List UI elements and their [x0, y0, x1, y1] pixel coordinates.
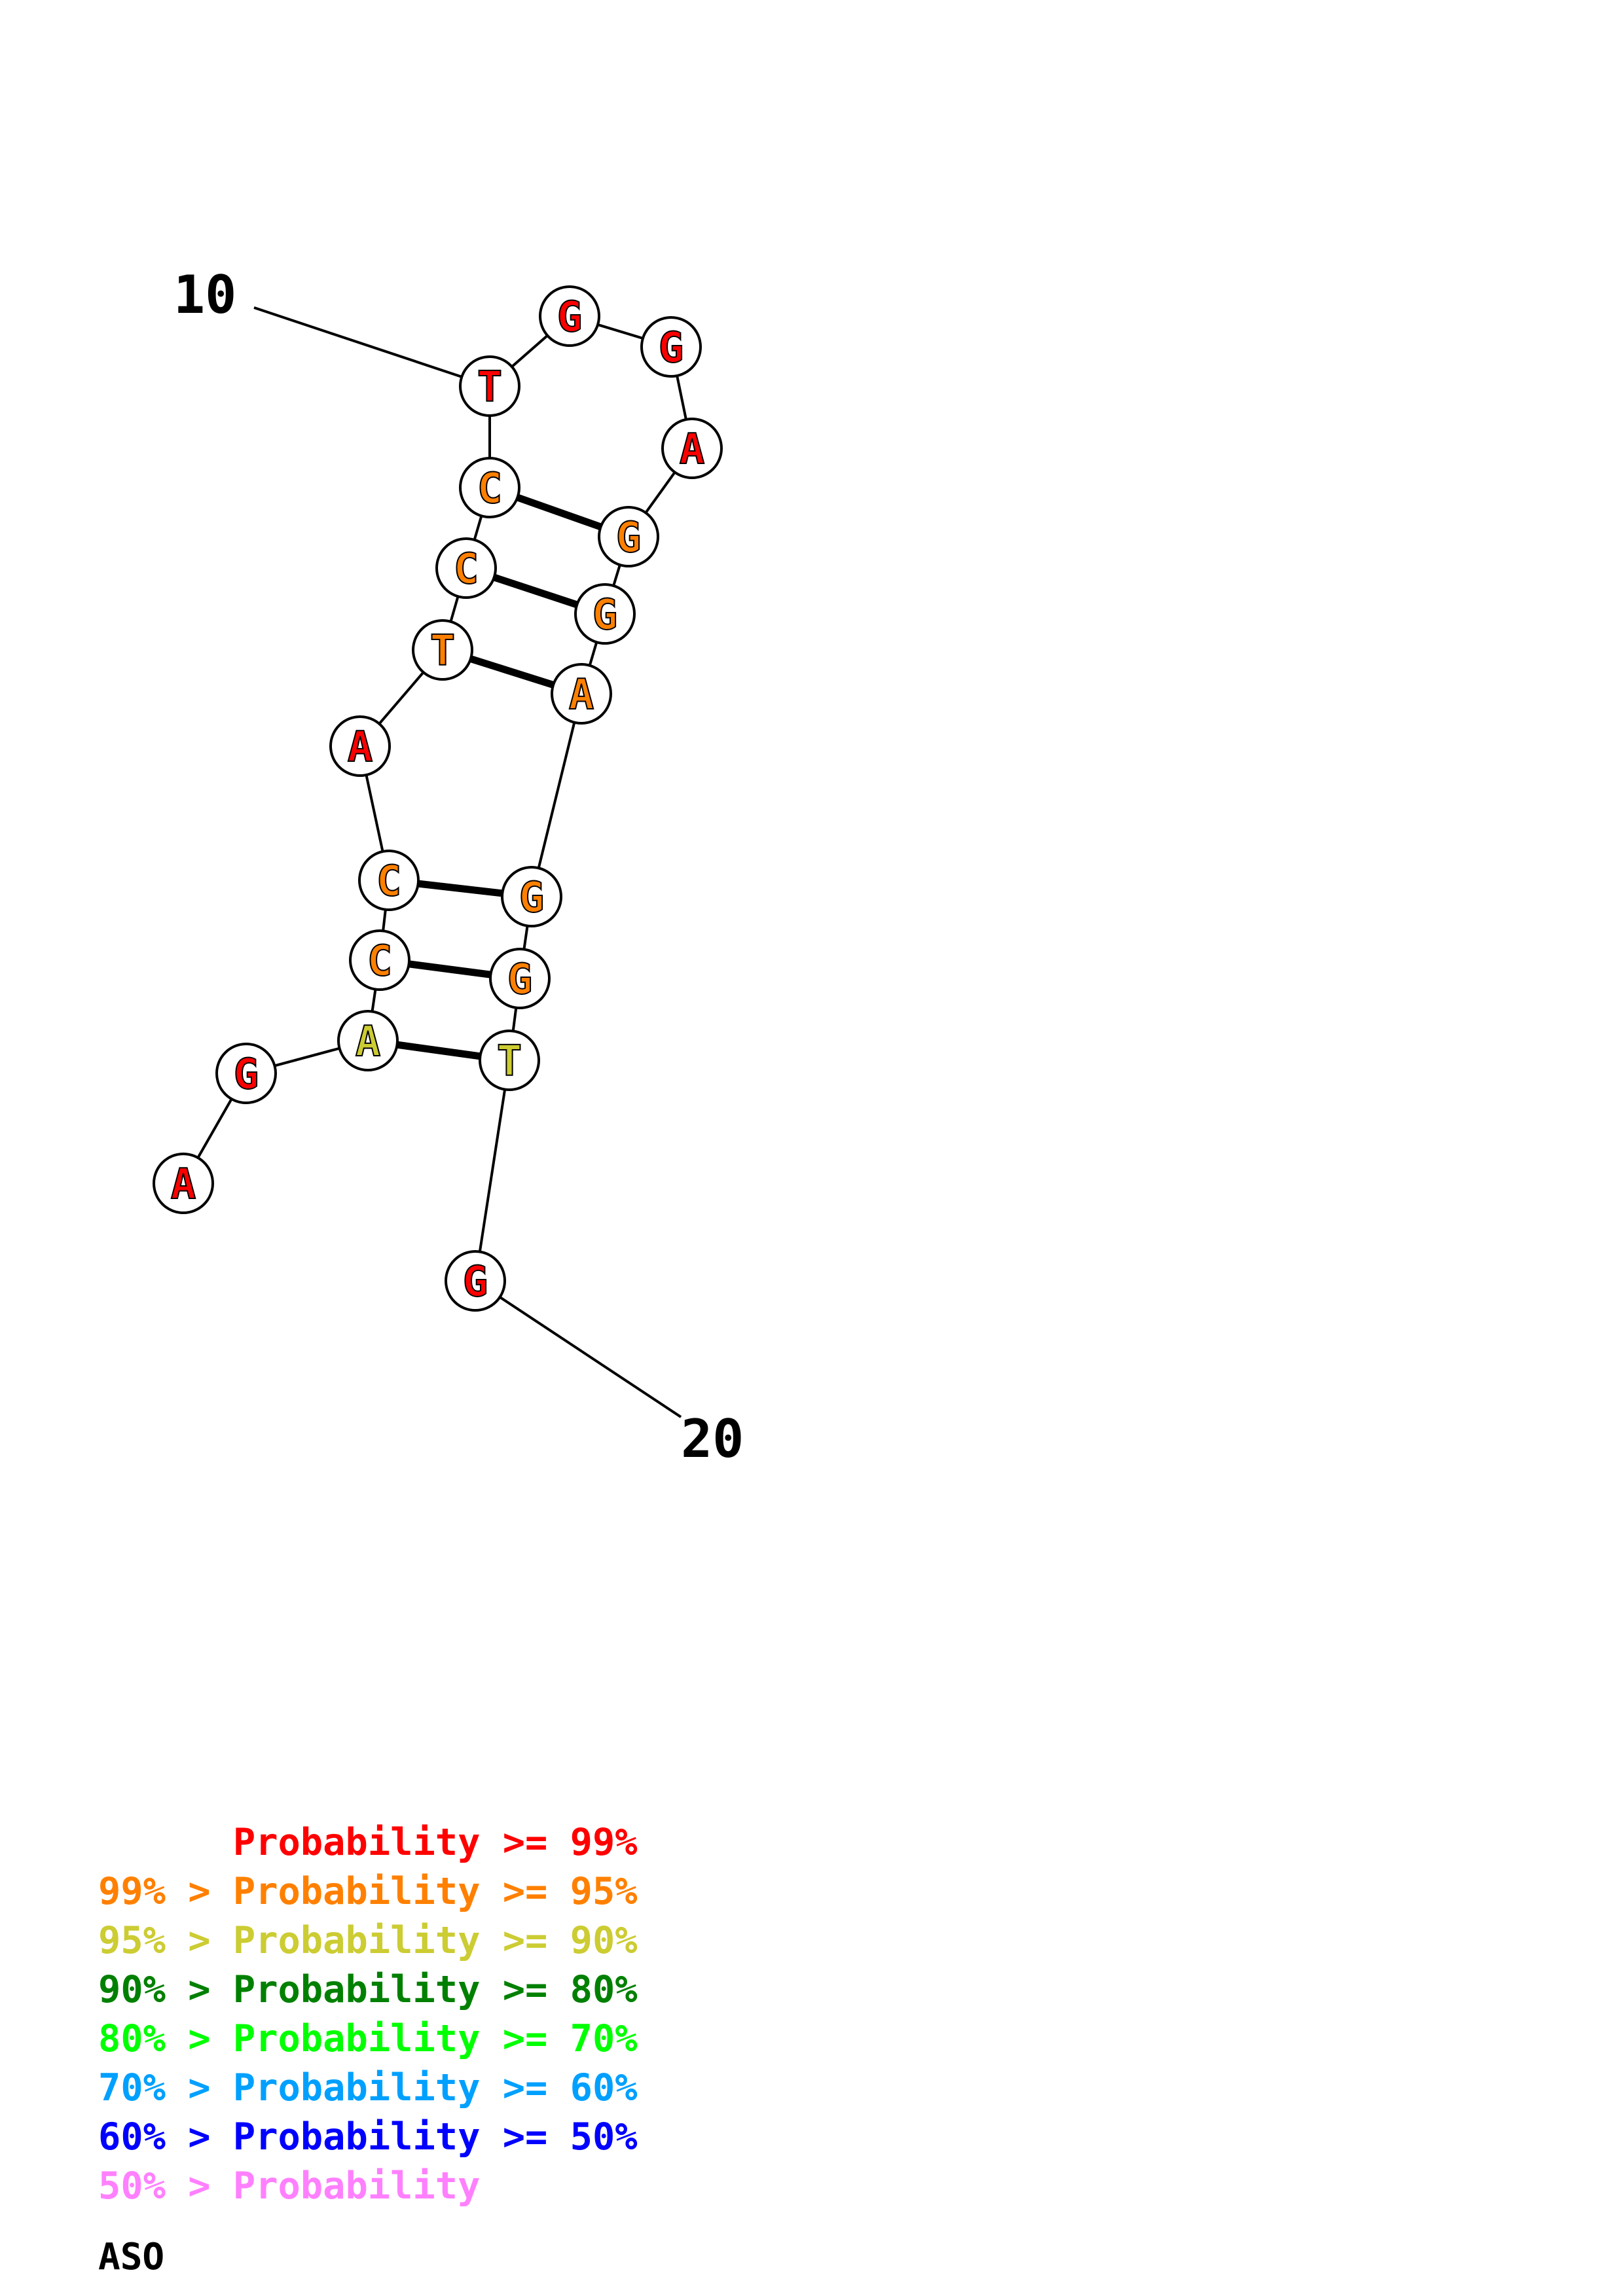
nucleotide-letter: G — [519, 874, 545, 922]
backbone-segment — [530, 693, 583, 897]
legend-row-text: Probability >= 80% — [232, 1968, 638, 2011]
nucleotide-circle — [337, 1010, 399, 1071]
position-label-line — [474, 1280, 682, 1418]
nucleotide-circle — [661, 418, 723, 479]
nucleotide: C — [358, 850, 420, 911]
legend-row-text: Probability — [232, 2164, 481, 2208]
nucleotide-letter: C — [367, 937, 393, 986]
nucleotide-letter: G — [616, 514, 642, 562]
legend-row: Probability >= 99% — [98, 1820, 638, 1865]
nucleotide-letter: T — [430, 627, 456, 675]
nucleotide-letter: A — [171, 1160, 196, 1209]
nucleotide-circle — [479, 1030, 540, 1091]
position-label: 10 — [173, 264, 236, 325]
nucleotide-circle — [153, 1153, 214, 1214]
legend-row-prefix: 99% > — [98, 1870, 233, 1913]
nucleotide-circle — [551, 663, 612, 725]
nucleotide-circle — [459, 355, 520, 417]
nucleotide: G — [489, 948, 551, 1009]
legend-row-text: Probability >= 50% — [232, 2115, 638, 2159]
nucleotide: C — [435, 537, 497, 599]
legend-row-text: Probability >= 99% — [232, 1821, 638, 1864]
backbone — [182, 315, 693, 1282]
nucleotide: A — [661, 418, 723, 479]
nucleotide-circle — [489, 948, 551, 1009]
nucleotide: G — [539, 285, 600, 347]
position-label: 20 — [681, 1408, 744, 1469]
legend-row-text: Probability >= 95% — [232, 1870, 638, 1913]
legend-row-prefix: 80% > — [98, 2017, 233, 2060]
position-label-lines — [253, 306, 682, 1418]
nucleotide-circle — [574, 583, 636, 645]
nucleotide: G — [574, 583, 636, 645]
legend-row-text: Probability >= 90% — [232, 1919, 638, 1962]
nucleotide: G — [640, 316, 702, 378]
nucleotide-circle — [358, 850, 420, 911]
nucleotide: A — [551, 663, 612, 725]
nucleotide-circle — [435, 537, 497, 599]
nucleotide: T — [412, 619, 473, 681]
nucleotide-letter: A — [348, 723, 373, 772]
nucleotide-letter: G — [507, 956, 533, 1004]
legend-row-prefix: 70% > — [98, 2066, 233, 2109]
nucleotide: G — [501, 866, 562, 927]
nucleotide-circle — [412, 619, 473, 681]
backbone-segment — [474, 1060, 511, 1282]
nucleotide-letter: G — [593, 591, 618, 639]
nucleotide: A — [329, 715, 391, 777]
nucleotide-circle — [329, 715, 391, 777]
nucleotide-letter: A — [680, 425, 705, 474]
legend-row-prefix — [98, 1821, 233, 1864]
nucleotide-letter: C — [477, 465, 503, 513]
nucleotide: G — [598, 506, 659, 567]
legend-row: 95% > Probability >= 90% — [98, 1918, 638, 1964]
nucleotide-circle — [445, 1250, 506, 1312]
nucleotide-letter: A — [356, 1018, 381, 1066]
legend-row: 80% > Probability >= 70% — [98, 2016, 638, 2062]
nucleotide: A — [153, 1153, 214, 1214]
nucleotide-circle — [459, 457, 520, 518]
nucleotide: T — [479, 1030, 540, 1091]
position-label-line — [253, 306, 490, 387]
nucleotide: C — [349, 929, 410, 991]
nucleotide-letter: C — [454, 545, 479, 594]
legend-row: 70% > Probability >= 60% — [98, 2065, 638, 2111]
legend-row: 60% > Probability >= 50% — [98, 2114, 638, 2160]
nucleotide: C — [459, 457, 520, 518]
legend-row-prefix: 90% > — [98, 1968, 233, 2011]
legend-row-prefix: 95% > — [98, 1919, 233, 1962]
nucleotide-letter: A — [569, 671, 594, 719]
nucleotide-letter: G — [463, 1258, 488, 1306]
legend-row-prefix: 60% > — [98, 2115, 233, 2159]
legend-row-text: Probability >= 70% — [232, 2017, 638, 2060]
legend-row-prefix: 50% > — [98, 2164, 233, 2208]
nucleotide-letter: T — [497, 1037, 522, 1086]
position-labels: 10 20 — [173, 264, 744, 1469]
caption: ASO — [98, 2236, 165, 2278]
nucleotide: G — [215, 1043, 277, 1104]
nucleotide: A — [337, 1010, 399, 1071]
nucleotide-circle — [598, 506, 659, 567]
nucleotide-letter: G — [659, 324, 684, 372]
nucleotide-letter: G — [234, 1050, 259, 1099]
nucleotide-circle — [539, 285, 600, 347]
legend-row-text: Probability >= 60% — [232, 2066, 638, 2109]
nucleotide-circle — [349, 929, 410, 991]
nucleotide-circle — [501, 866, 562, 927]
nucleotide-letter: T — [477, 363, 503, 412]
nucleotide-circle — [215, 1043, 277, 1104]
legend-row: 50% > Probability — [98, 2163, 480, 2209]
nucleotide: G — [445, 1250, 506, 1312]
legend-row: 99% > Probability >= 95% — [98, 1869, 638, 1914]
nucleotide-letter: C — [376, 857, 402, 906]
legend-row: 90% > Probability >= 80% — [98, 1967, 638, 2013]
nucleotide-letter: G — [557, 293, 583, 342]
nucleotide: T — [459, 355, 520, 417]
nucleotide-circle — [640, 316, 702, 378]
